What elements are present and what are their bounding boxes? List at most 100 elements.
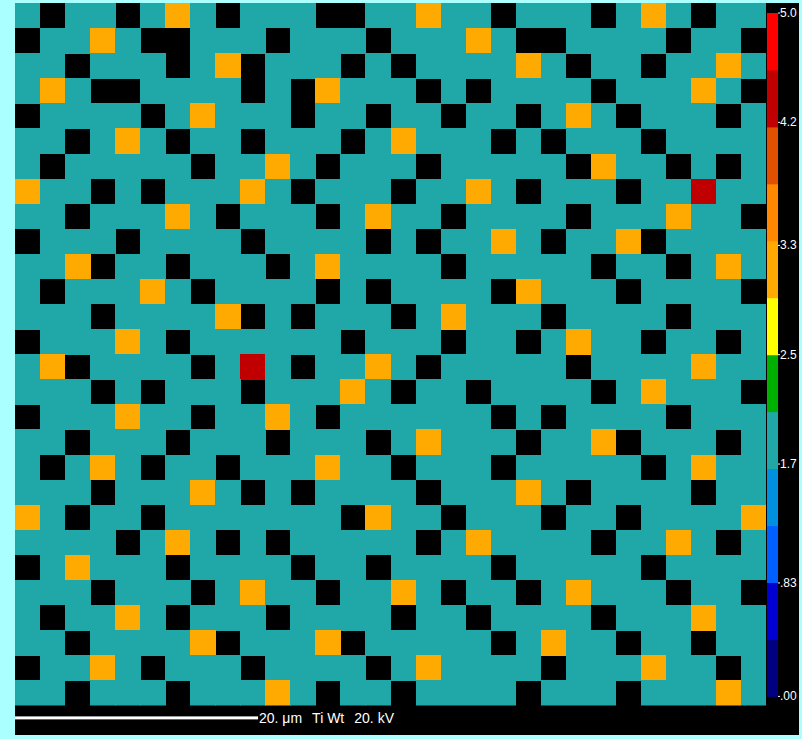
map-cell [215, 605, 240, 630]
map-cell [315, 455, 340, 480]
map-cell [391, 329, 416, 354]
map-cell [591, 154, 616, 179]
map-cell [265, 229, 290, 254]
map-cell [165, 354, 190, 379]
map-cell [40, 28, 65, 53]
map-cell [416, 605, 441, 630]
map-cell [716, 605, 741, 630]
map-cell [391, 28, 416, 53]
map-cell [391, 103, 416, 128]
map-cell [90, 429, 115, 454]
map-cell [165, 580, 190, 605]
map-cell [741, 680, 766, 705]
map-cell [466, 304, 491, 329]
map-cell [616, 455, 641, 480]
map-cell [416, 379, 441, 404]
map-cell [491, 304, 516, 329]
map-cell [741, 530, 766, 555]
map-cell [315, 329, 340, 354]
map-cell [616, 3, 641, 28]
map-cell [541, 78, 566, 103]
map-cell [365, 78, 390, 103]
map-cell [290, 329, 315, 354]
map-cell [165, 480, 190, 505]
map-cell [165, 530, 190, 555]
map-cell [115, 455, 140, 480]
map-cell [541, 179, 566, 204]
map-cell [391, 630, 416, 655]
map-cell [315, 429, 340, 454]
map-cell [165, 78, 190, 103]
map-cell [566, 103, 591, 128]
map-cell [416, 580, 441, 605]
map-cell [15, 429, 40, 454]
map-cell [591, 279, 616, 304]
map-cell [15, 480, 40, 505]
map-cell [716, 680, 741, 705]
map-cell [65, 254, 90, 279]
map-cell [265, 680, 290, 705]
map-cell [641, 78, 666, 103]
map-cell [666, 279, 691, 304]
map-cell [616, 154, 641, 179]
map-cell [215, 555, 240, 580]
map-cell [140, 304, 165, 329]
map-cell [315, 254, 340, 279]
map-cell [391, 354, 416, 379]
map-cell [716, 53, 741, 78]
map-cell [215, 78, 240, 103]
colorbar-band [767, 184, 778, 241]
map-cell [65, 580, 90, 605]
map-cell [65, 379, 90, 404]
map-cell [365, 630, 390, 655]
map-cell [641, 404, 666, 429]
map-cell [340, 204, 365, 229]
map-cell [265, 154, 290, 179]
map-cell [40, 555, 65, 580]
map-cell [240, 329, 265, 354]
map-cell [65, 455, 90, 480]
map-cell [641, 480, 666, 505]
map-cell [616, 204, 641, 229]
map-cell [716, 254, 741, 279]
map-cell [240, 404, 265, 429]
map-cell [240, 630, 265, 655]
map-cell [65, 103, 90, 128]
map-cell [65, 78, 90, 103]
map-cell [90, 279, 115, 304]
map-cell [240, 354, 265, 379]
colorbar-band [767, 241, 778, 298]
map-cell [566, 3, 591, 28]
map-cell [115, 680, 140, 705]
map-cell [716, 128, 741, 153]
map-cell [140, 128, 165, 153]
map-cell [240, 179, 265, 204]
map-cell [741, 605, 766, 630]
map-cell [666, 655, 691, 680]
map-cell [491, 505, 516, 530]
map-cell [466, 329, 491, 354]
map-cell [365, 680, 390, 705]
map-cell [315, 304, 340, 329]
map-cell [290, 429, 315, 454]
map-cell [240, 204, 265, 229]
map-cell [466, 3, 491, 28]
map-cell [340, 480, 365, 505]
map-cell [215, 154, 240, 179]
map-cell [691, 605, 716, 630]
map-cell [90, 555, 115, 580]
map-cell [140, 530, 165, 555]
map-cell [466, 229, 491, 254]
map-cell [340, 379, 365, 404]
map-cell [391, 505, 416, 530]
map-cell [416, 254, 441, 279]
colorbar-band [767, 127, 778, 184]
map-cell [616, 78, 641, 103]
map-cell [190, 680, 215, 705]
map-cell [741, 480, 766, 505]
map-cell [165, 3, 190, 28]
map-cell [365, 154, 390, 179]
map-cell [190, 530, 215, 555]
map-cell [115, 555, 140, 580]
map-cell [115, 254, 140, 279]
